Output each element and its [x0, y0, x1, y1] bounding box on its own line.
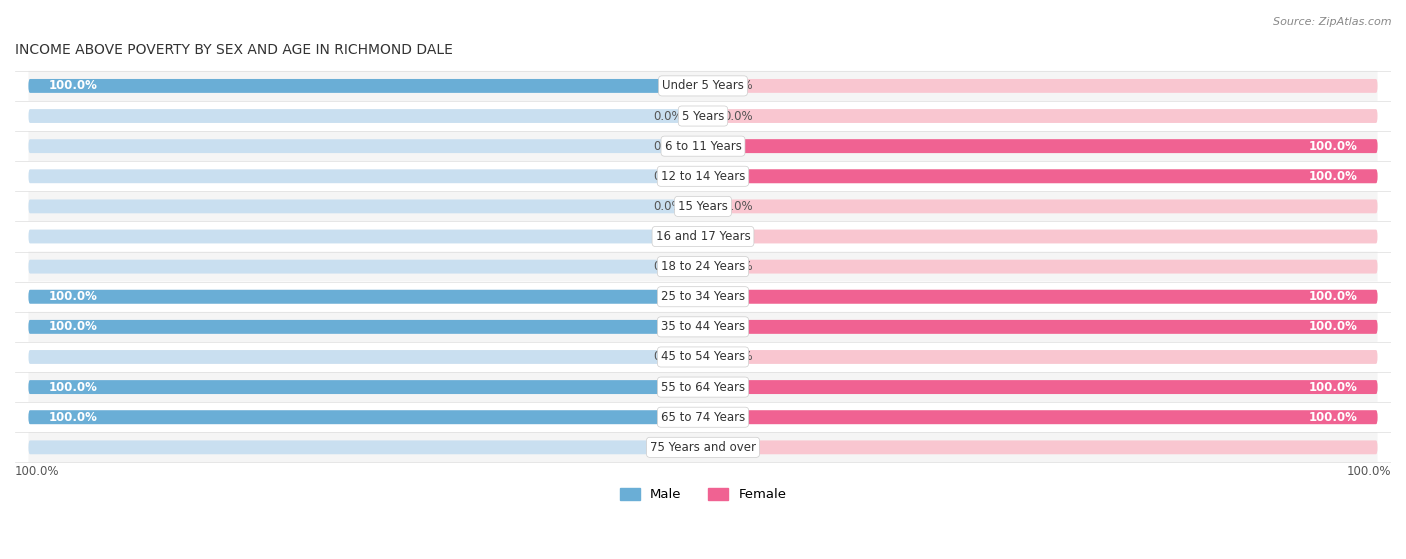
Text: 6 to 11 Years: 6 to 11 Years [665, 140, 741, 153]
Text: 0.0%: 0.0% [654, 441, 683, 454]
FancyBboxPatch shape [28, 290, 703, 304]
Text: 100.0%: 100.0% [49, 381, 97, 394]
Text: 45 to 54 Years: 45 to 54 Years [661, 350, 745, 363]
Text: 0.0%: 0.0% [723, 350, 752, 363]
Text: 0.0%: 0.0% [654, 170, 683, 183]
Text: Source: ZipAtlas.com: Source: ZipAtlas.com [1274, 17, 1392, 27]
Text: 100.0%: 100.0% [1309, 290, 1357, 303]
Text: 100.0%: 100.0% [1309, 381, 1357, 394]
Text: INCOME ABOVE POVERTY BY SEX AND AGE IN RICHMOND DALE: INCOME ABOVE POVERTY BY SEX AND AGE IN R… [15, 43, 453, 57]
FancyBboxPatch shape [28, 109, 703, 123]
Text: 0.0%: 0.0% [723, 441, 752, 454]
Text: 55 to 64 Years: 55 to 64 Years [661, 381, 745, 394]
FancyBboxPatch shape [703, 200, 1378, 214]
Text: 100.0%: 100.0% [1309, 170, 1357, 183]
FancyBboxPatch shape [28, 342, 1378, 372]
FancyBboxPatch shape [28, 380, 703, 394]
Text: 75 Years and over: 75 Years and over [650, 441, 756, 454]
FancyBboxPatch shape [28, 101, 1378, 131]
Text: 100.0%: 100.0% [15, 466, 59, 479]
FancyBboxPatch shape [703, 440, 1378, 454]
Text: 0.0%: 0.0% [723, 110, 752, 122]
Text: 100.0%: 100.0% [1347, 466, 1391, 479]
Text: 100.0%: 100.0% [1309, 140, 1357, 153]
FancyBboxPatch shape [28, 260, 703, 273]
FancyBboxPatch shape [703, 230, 1378, 243]
FancyBboxPatch shape [703, 290, 1378, 304]
FancyBboxPatch shape [703, 79, 1378, 93]
FancyBboxPatch shape [28, 230, 703, 243]
FancyBboxPatch shape [28, 432, 1378, 462]
Text: 0.0%: 0.0% [654, 230, 683, 243]
Text: 100.0%: 100.0% [1309, 320, 1357, 333]
FancyBboxPatch shape [28, 402, 1378, 432]
FancyBboxPatch shape [28, 282, 1378, 312]
Text: 100.0%: 100.0% [49, 290, 97, 303]
Text: 0.0%: 0.0% [654, 200, 683, 213]
FancyBboxPatch shape [28, 191, 1378, 221]
Legend: Male, Female: Male, Female [614, 482, 792, 506]
FancyBboxPatch shape [703, 139, 1378, 153]
FancyBboxPatch shape [28, 380, 703, 394]
FancyBboxPatch shape [28, 169, 703, 183]
Text: 0.0%: 0.0% [723, 260, 752, 273]
FancyBboxPatch shape [28, 440, 703, 454]
FancyBboxPatch shape [28, 221, 1378, 252]
Text: 65 to 74 Years: 65 to 74 Years [661, 411, 745, 424]
FancyBboxPatch shape [703, 350, 1378, 364]
FancyBboxPatch shape [703, 320, 1378, 334]
FancyBboxPatch shape [703, 169, 1378, 183]
Text: 25 to 34 Years: 25 to 34 Years [661, 290, 745, 303]
FancyBboxPatch shape [28, 320, 703, 334]
Text: 5 Years: 5 Years [682, 110, 724, 122]
Text: 100.0%: 100.0% [1309, 411, 1357, 424]
Text: 15 Years: 15 Years [678, 200, 728, 213]
FancyBboxPatch shape [28, 252, 1378, 282]
FancyBboxPatch shape [28, 312, 1378, 342]
Text: 0.0%: 0.0% [654, 110, 683, 122]
FancyBboxPatch shape [703, 410, 1378, 424]
Text: 12 to 14 Years: 12 to 14 Years [661, 170, 745, 183]
FancyBboxPatch shape [28, 320, 703, 334]
Text: 0.0%: 0.0% [654, 140, 683, 153]
Text: 0.0%: 0.0% [723, 200, 752, 213]
FancyBboxPatch shape [28, 131, 1378, 161]
Text: Under 5 Years: Under 5 Years [662, 79, 744, 92]
FancyBboxPatch shape [28, 200, 703, 214]
Text: 0.0%: 0.0% [654, 350, 683, 363]
Text: 18 to 24 Years: 18 to 24 Years [661, 260, 745, 273]
Text: 16 and 17 Years: 16 and 17 Years [655, 230, 751, 243]
Text: 100.0%: 100.0% [49, 320, 97, 333]
Text: 0.0%: 0.0% [723, 230, 752, 243]
Text: 100.0%: 100.0% [49, 411, 97, 424]
Text: 35 to 44 Years: 35 to 44 Years [661, 320, 745, 333]
FancyBboxPatch shape [703, 410, 1378, 424]
FancyBboxPatch shape [28, 79, 703, 93]
FancyBboxPatch shape [703, 109, 1378, 123]
FancyBboxPatch shape [703, 380, 1378, 394]
Text: 0.0%: 0.0% [654, 260, 683, 273]
FancyBboxPatch shape [703, 380, 1378, 394]
FancyBboxPatch shape [28, 410, 703, 424]
FancyBboxPatch shape [703, 290, 1378, 304]
FancyBboxPatch shape [28, 372, 1378, 402]
FancyBboxPatch shape [28, 290, 703, 304]
FancyBboxPatch shape [703, 260, 1378, 273]
FancyBboxPatch shape [28, 410, 703, 424]
FancyBboxPatch shape [28, 161, 1378, 191]
Text: 100.0%: 100.0% [49, 79, 97, 92]
FancyBboxPatch shape [703, 169, 1378, 183]
FancyBboxPatch shape [28, 139, 703, 153]
Text: 0.0%: 0.0% [723, 79, 752, 92]
FancyBboxPatch shape [28, 71, 1378, 101]
FancyBboxPatch shape [703, 139, 1378, 153]
FancyBboxPatch shape [28, 350, 703, 364]
FancyBboxPatch shape [28, 79, 703, 93]
FancyBboxPatch shape [703, 320, 1378, 334]
